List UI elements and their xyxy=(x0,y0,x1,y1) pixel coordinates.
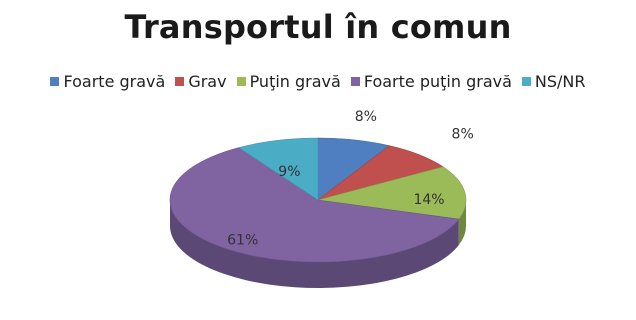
legend-swatch xyxy=(521,77,531,86)
pie-side-2 xyxy=(458,200,466,246)
legend-swatch xyxy=(50,77,60,86)
legend-item-foarte-putin-grava: Foarte puţin gravă xyxy=(350,72,512,91)
legend-swatch xyxy=(175,77,185,86)
legend-swatch xyxy=(236,77,246,86)
legend-swatch xyxy=(350,77,360,86)
pie-side-3 xyxy=(170,200,459,288)
chart-title: Transportul în comun xyxy=(124,8,512,46)
legend-label: NS/NR xyxy=(534,72,586,91)
pie-slice-2 xyxy=(317,166,467,220)
pie-data-label-2: 14% xyxy=(413,192,444,208)
pie-data-label-4: 9% xyxy=(278,164,300,180)
pie-data-label-1: 8% xyxy=(452,127,474,143)
legend-label: Foarte puţin gravă xyxy=(363,72,512,91)
legend-label: Grav xyxy=(188,72,227,91)
legend-item-putin-grava: Puţin gravă xyxy=(236,72,341,91)
legend-item-grav: Grav xyxy=(175,72,227,91)
legend-label: Foarte gravă xyxy=(63,72,166,91)
pie-side-walls xyxy=(170,200,466,288)
pie-slice-3 xyxy=(169,147,460,263)
pie-slice-4 xyxy=(237,137,319,201)
legend: Foarte gravă Grav Puţin gravă Foarte puţ… xyxy=(0,72,636,91)
pie-data-label-0: 8% xyxy=(355,109,377,125)
legend-label: Puţin gravă xyxy=(249,72,341,91)
legend-item-foarte-grava: Foarte gravă xyxy=(50,72,165,91)
legend-item-ns-nr: NS/NR xyxy=(521,72,586,91)
pie-data-label-3: 61% xyxy=(227,232,258,248)
